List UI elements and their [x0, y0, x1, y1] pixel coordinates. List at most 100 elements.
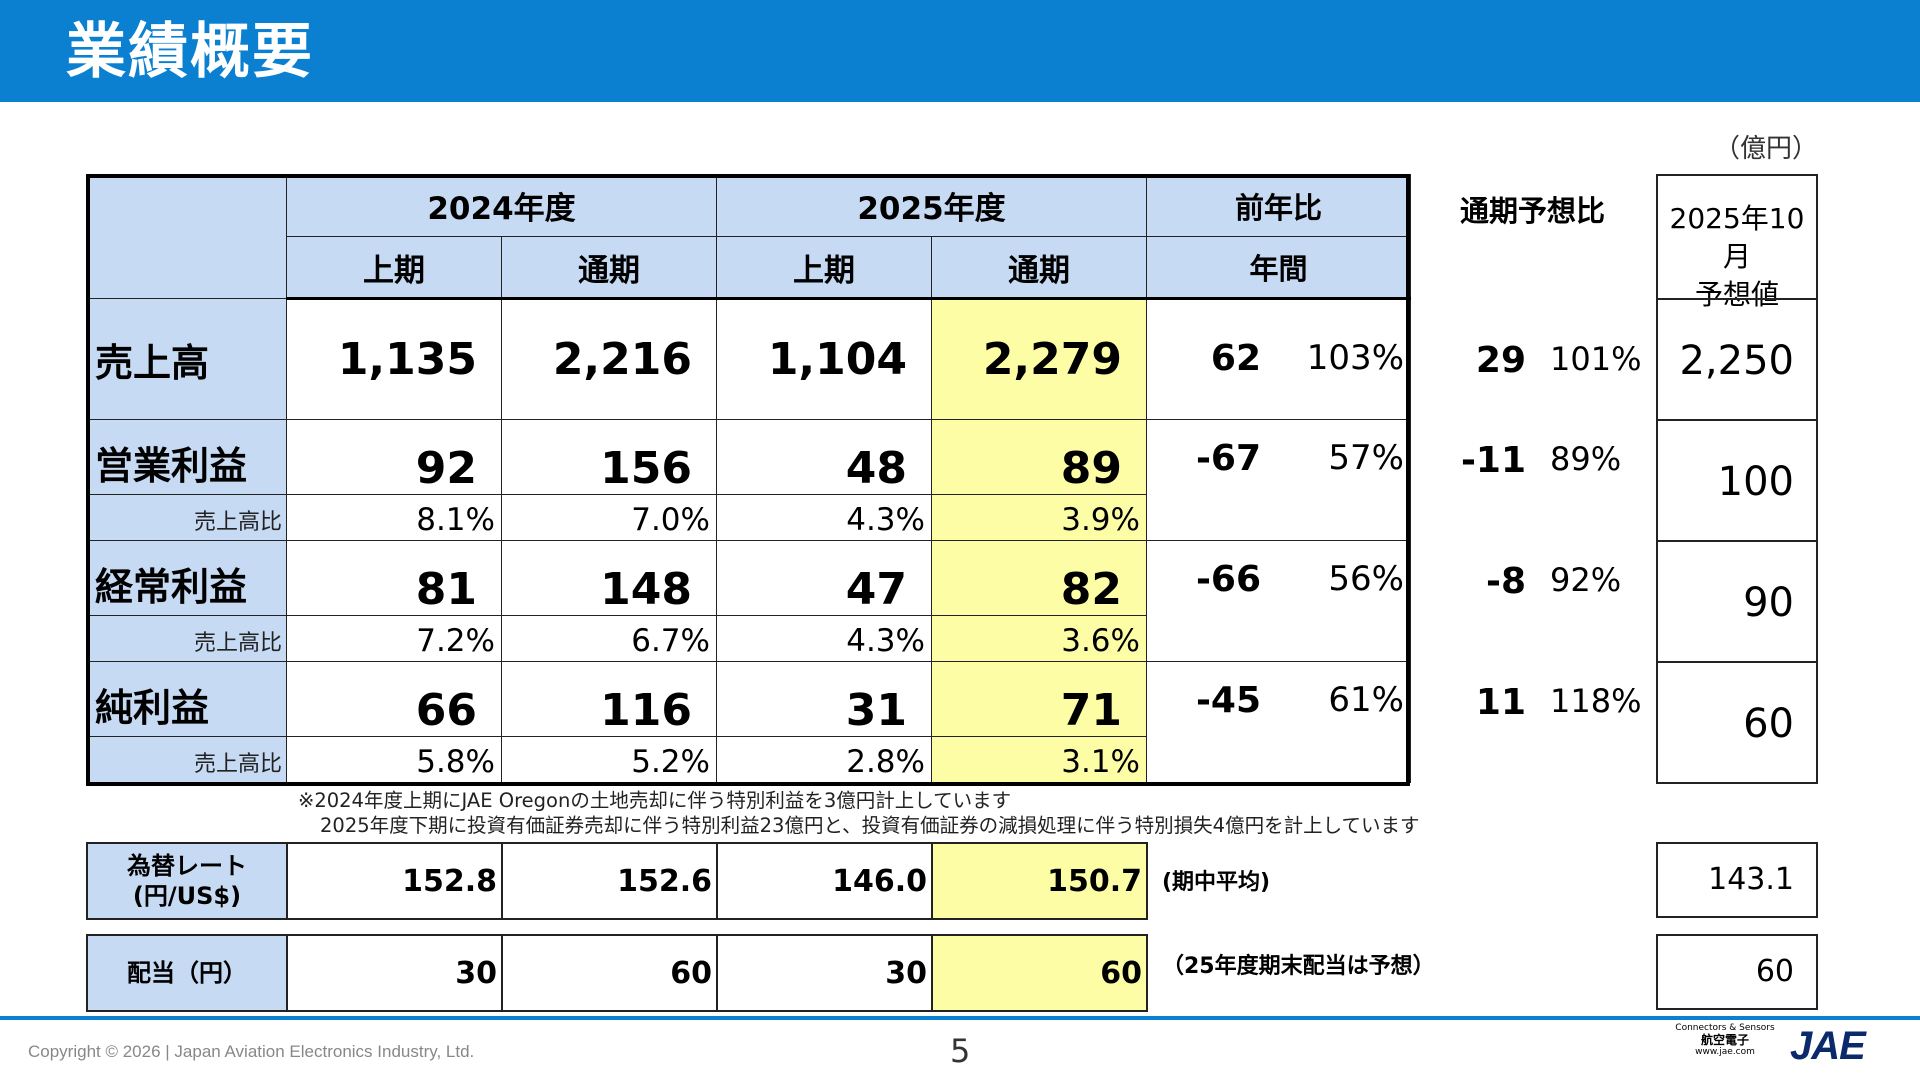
row-label-sales: 売上高 [86, 298, 287, 420]
op-sub-label: 売上高比 [86, 494, 287, 541]
forecast-sales: 2,250 [1656, 298, 1818, 421]
op-yoy: -67 57% [1146, 419, 1411, 541]
footer-divider-right [1660, 1016, 1920, 1020]
header-2024: 2024年度 [286, 174, 717, 237]
fx-table: 為替レート (円/US$) 152.8 152.6 146.0 150.7 [86, 842, 1148, 920]
row-label-op: 営業利益 [86, 419, 287, 495]
header-bar [0, 0, 1920, 102]
fx-label-line1: 為替レート [127, 852, 247, 880]
fc-ord-diff: -8 [1486, 561, 1526, 602]
dividend-2024-full: 60 [501, 934, 718, 1012]
logo-tagline: Connectors & Sensors [1675, 1023, 1775, 1033]
dividend-2024-h1: 30 [286, 934, 503, 1012]
sales-yoy-diff: 62 [1210, 338, 1261, 379]
forecast-ord: 90 [1656, 540, 1818, 663]
op-yoy-diff: -67 [1195, 438, 1261, 479]
sales-2024-h1: 1,135 [286, 298, 502, 420]
fc-net-diff: 11 [1475, 682, 1526, 723]
op-yoy-ratio: 57% [1328, 438, 1404, 478]
ord-2024-h1: 81 [286, 540, 502, 616]
fc-row-op: -11 89% [1440, 440, 1640, 500]
ord-2025-full-pct: 3.6% [931, 615, 1147, 662]
net-2024-full-pct: 5.2% [501, 736, 717, 783]
ord-yoy: -66 56% [1146, 540, 1411, 662]
ord-2025-h1: 47 [716, 540, 932, 616]
unit-label: （億円） [1713, 134, 1818, 164]
company-logo-caption: Connectors & Sensors 航空電子 www.jae.com [1660, 1022, 1790, 1058]
copyright-text: Copyright © 2026 | Japan Aviation Electr… [28, 1042, 475, 1061]
op-2024-full-pct: 7.0% [501, 494, 717, 541]
net-yoy: -45 61% [1146, 661, 1411, 783]
op-2025-full-pct: 3.9% [931, 494, 1147, 541]
fx-2024-h1: 152.8 [286, 842, 503, 920]
ord-sub-label: 売上高比 [86, 615, 287, 662]
fc-sales-diff: 29 [1475, 340, 1526, 381]
header-2025: 2025年度 [716, 174, 1147, 237]
net-yoy-ratio: 61% [1328, 680, 1404, 720]
forecast-compare-header: 通期予想比 [1460, 194, 1606, 228]
fx-2025-full: 150.7 [931, 842, 1148, 920]
ord-2024-full-pct: 6.7% [501, 615, 717, 662]
fc-op-ratio: 89% [1550, 440, 1622, 478]
header-2024-h1: 上期 [286, 236, 502, 300]
net-2025-full: 71 [931, 661, 1147, 737]
net-2025-h1: 31 [716, 661, 932, 737]
fc-net-ratio: 118% [1550, 682, 1642, 720]
jae-logo: JAE [1790, 1024, 1866, 1068]
fx-note: (期中平均) [1162, 870, 1271, 895]
dividend-table: 配当（円） 30 60 30 60 [86, 934, 1148, 1012]
footnotes: ※2024年度上期にJAE Oregonの土地売却に伴う特別利益を3億円計上して… [298, 788, 1419, 838]
fc-sales-ratio: 101% [1550, 340, 1642, 378]
fc-row-net: 11 118% [1440, 682, 1642, 742]
dividend-note: （25年度期末配当は予想） [1162, 954, 1435, 979]
fc-row-ord: -8 92% [1440, 561, 1640, 621]
logo-url: www.jae.com [1695, 1047, 1755, 1057]
page-title: 業績概要 [66, 17, 314, 87]
op-2025-h1-pct: 4.3% [716, 494, 932, 541]
ord-yoy-ratio: 56% [1328, 559, 1404, 599]
net-sub-label: 売上高比 [86, 736, 287, 783]
results-table: 2024年度 2025年度 前年比 上期 通期 上期 通期 年間 売上高 1,1… [86, 174, 1411, 783]
ord-2025-full: 82 [931, 540, 1147, 616]
page-number: 5 [950, 1032, 971, 1070]
sales-2025-h1: 1,104 [716, 298, 932, 420]
forecast-fx: 143.1 [1656, 842, 1818, 918]
op-2024-full: 156 [501, 419, 717, 495]
header-2025-full: 通期 [931, 236, 1147, 300]
footnote-1: ※2024年度上期にJAE Oregonの土地売却に伴う特別利益を3億円計上して… [298, 789, 1012, 812]
op-2024-h1: 92 [286, 419, 502, 495]
net-2024-h1-pct: 5.8% [286, 736, 502, 783]
fc-op-diff: -11 [1460, 440, 1526, 481]
fx-label-line2: (円/US$) [132, 882, 242, 910]
forecast-box-header-line2: 予想値 [1694, 278, 1779, 311]
forecast-box-header: 2025年10月 予想値 [1656, 174, 1818, 311]
row-label-net: 純利益 [86, 661, 287, 737]
forecast-box-header-line1: 2025年10月 [1669, 202, 1805, 273]
header-2024-full: 通期 [501, 236, 717, 300]
ord-2025-h1-pct: 4.3% [716, 615, 932, 662]
ord-yoy-diff: -66 [1195, 559, 1261, 600]
footer-divider [0, 1016, 1660, 1020]
op-2025-full: 89 [931, 419, 1147, 495]
logo-kanji: 航空電子 [1700, 1033, 1749, 1047]
sales-2024-full: 2,216 [501, 298, 717, 420]
op-2025-h1: 48 [716, 419, 932, 495]
dividend-2025-full: 60 [931, 934, 1148, 1012]
fx-2025-h1: 146.0 [716, 842, 933, 920]
fc-row-sales: 29 101% [1440, 340, 1642, 400]
net-2024-h1: 66 [286, 661, 502, 737]
header-yoy: 前年比 [1146, 174, 1411, 237]
op-2024-h1-pct: 8.1% [286, 494, 502, 541]
forecast-dividend: 60 [1656, 934, 1818, 1010]
net-2024-full: 116 [501, 661, 717, 737]
corner-cell [86, 174, 287, 299]
forecast-op: 100 [1656, 419, 1818, 542]
fx-2024-full: 152.6 [501, 842, 718, 920]
fc-ord-ratio: 92% [1550, 561, 1622, 599]
sales-2025-full: 2,279 [931, 298, 1147, 420]
forecast-net: 60 [1656, 661, 1818, 784]
net-yoy-diff: -45 [1195, 680, 1261, 721]
row-label-ord: 経常利益 [86, 540, 287, 616]
header-yoy-annual: 年間 [1146, 236, 1411, 300]
fx-label: 為替レート (円/US$) [86, 842, 288, 920]
